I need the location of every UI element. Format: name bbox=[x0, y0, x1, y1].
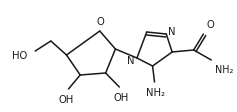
Text: HO: HO bbox=[12, 51, 27, 60]
Text: OH: OH bbox=[59, 94, 74, 104]
Text: O: O bbox=[97, 17, 105, 27]
Text: N: N bbox=[128, 56, 135, 65]
Text: NH₂: NH₂ bbox=[146, 87, 165, 97]
Text: OH: OH bbox=[114, 92, 129, 102]
Text: O: O bbox=[206, 20, 214, 30]
Text: N: N bbox=[168, 27, 176, 37]
Text: NH₂: NH₂ bbox=[215, 64, 233, 74]
